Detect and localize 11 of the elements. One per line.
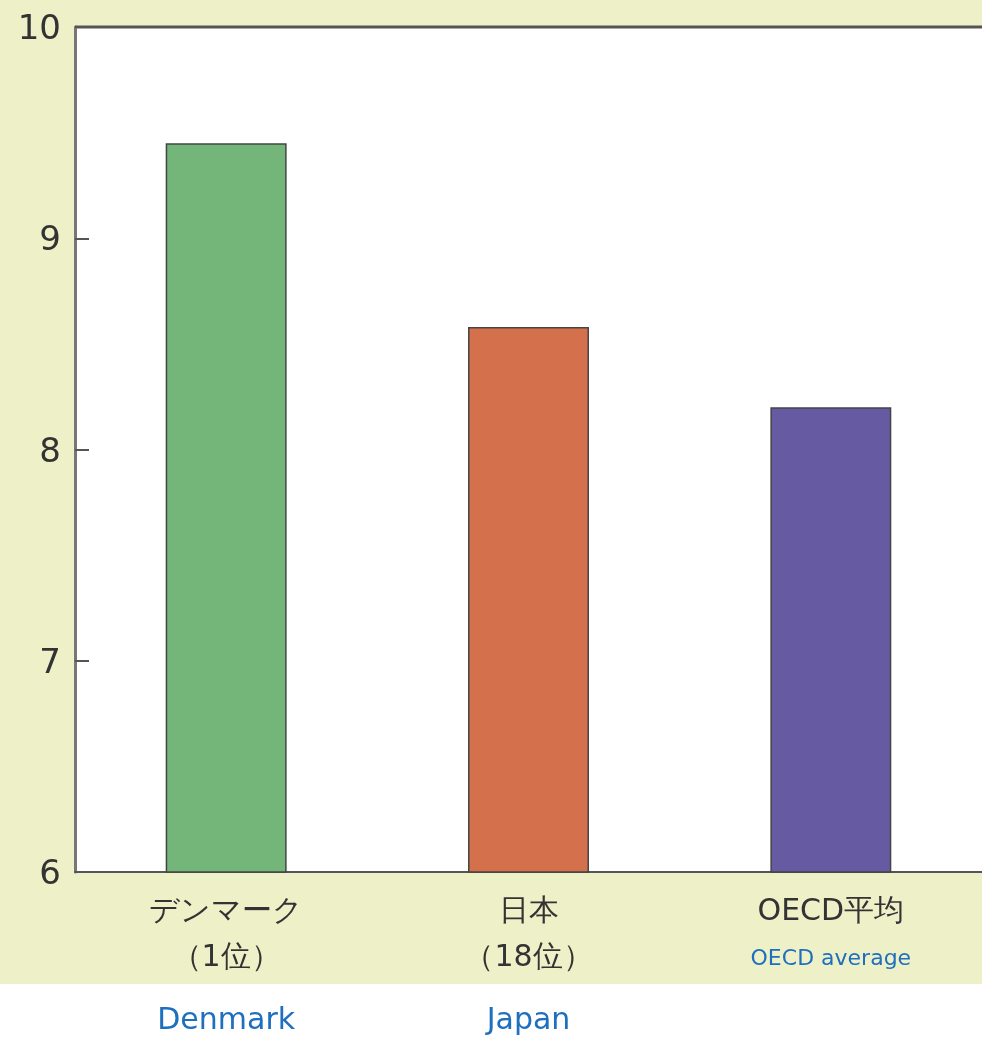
y-tick-label: 8: [39, 429, 61, 470]
y-tick-label: 6: [39, 852, 61, 892]
text: OECD average: [750, 944, 912, 970]
y-tick-label: 7: [39, 640, 61, 681]
text: Denmark: [157, 1000, 296, 1036]
x-tick-label: 日本（18位）: [464, 891, 593, 973]
y-tick-label: 9: [39, 218, 61, 259]
x-tick-label: OECD平均: [757, 891, 905, 927]
y-tick-label: 10: [17, 7, 61, 47]
x-tick-label: デンマーク（1位）: [149, 891, 304, 973]
text: Japan: [484, 1000, 571, 1036]
